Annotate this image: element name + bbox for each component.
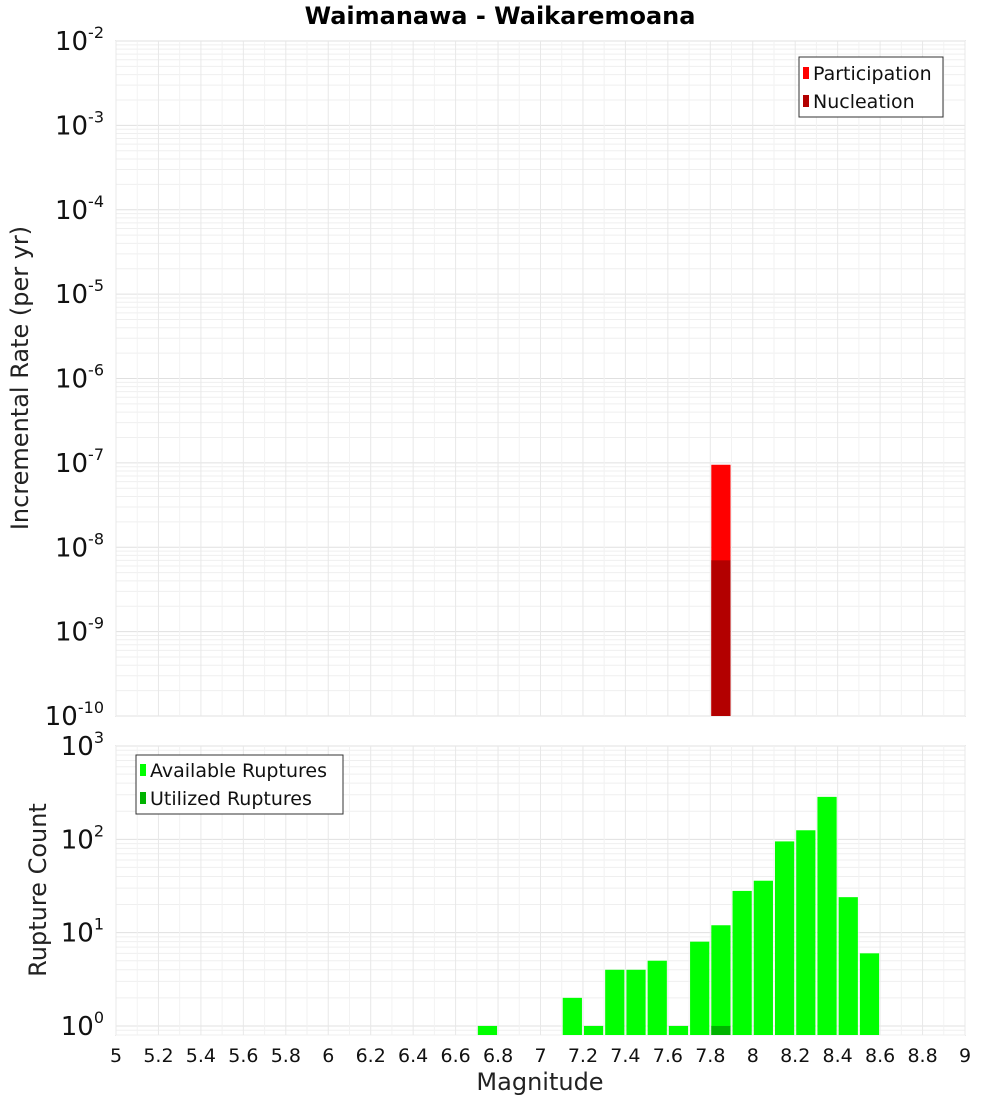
- count-bar-available-ruptures: [647, 960, 667, 1035]
- count-bar-available-ruptures: [668, 1025, 689, 1035]
- count-bar-available-ruptures: [753, 880, 773, 1035]
- x-tick-label: 8.4: [823, 1045, 853, 1067]
- count-legend-box: [135, 754, 344, 815]
- x-tick-label: 5: [110, 1045, 122, 1067]
- count-bar-available-ruptures: [562, 997, 582, 1035]
- x-tick-label: 6.6: [440, 1045, 470, 1067]
- rate-y-ticks: 10-2 10-3 10-4 10-5 10-6 10-7 10-8 10-9 10-10: [45, 23, 104, 732]
- legend-swatch-utilized: [140, 792, 146, 804]
- rate-y-tick-label: 10-2: [55, 23, 104, 57]
- legend-label-nucleation: Nucleation: [813, 91, 915, 113]
- count-y-tick-label: 100: [61, 1008, 104, 1042]
- count-bar-utilized-ruptures: [711, 1025, 731, 1035]
- rate-legend: Participation Nucleation: [798, 56, 944, 118]
- x-tick-label: 5.8: [271, 1045, 301, 1067]
- rate-bar-nucleation: [711, 560, 731, 716]
- rate-y-tick-label: 10-4: [55, 192, 104, 226]
- x-tick-label: 6.4: [398, 1045, 428, 1067]
- legend-swatch-available: [140, 764, 146, 776]
- x-tick-label: 8.6: [865, 1045, 895, 1067]
- legend-swatch-participation: [803, 67, 809, 79]
- count-bar-available-ruptures: [690, 941, 710, 1035]
- chart-title: Waimanawa - Waikaremoana: [305, 2, 696, 30]
- x-tick-label: 8.2: [780, 1045, 810, 1067]
- rate-panel: 10-2 10-3 10-4 10-5 10-6 10-7 10-8 10-9 10-10 In…: [6, 23, 966, 732]
- count-bar-available-ruptures: [774, 841, 795, 1035]
- rate-bars: [711, 464, 731, 716]
- count-bar-available-ruptures: [817, 796, 837, 1035]
- count-y-tick-label: 101: [61, 915, 104, 949]
- x-tick-label: 6.2: [356, 1045, 386, 1067]
- x-tick-label: 7.6: [653, 1045, 683, 1067]
- x-tick-label: 7.2: [568, 1045, 598, 1067]
- x-tick-label: 6: [322, 1045, 334, 1067]
- legend-label-utilized: Utilized Ruptures: [150, 788, 312, 810]
- legend-label-participation: Participation: [813, 63, 932, 85]
- count-bar-available-ruptures: [626, 969, 646, 1035]
- x-tick-label: 5.2: [143, 1045, 173, 1067]
- count-y-axis-label: Rupture Count: [24, 803, 52, 977]
- x-tick-label: 8: [747, 1045, 759, 1067]
- count-bar-available-ruptures: [796, 830, 816, 1035]
- rate-y-tick-label: 10-6: [55, 361, 104, 395]
- rate-vertical-grid: [115, 41, 966, 716]
- rate-y-axis-label: Incremental Rate (per yr): [6, 226, 34, 530]
- count-y-tick-label: 103: [61, 728, 104, 762]
- rate-y-tick-label: 10-10: [45, 698, 104, 732]
- count-y-ticks: 103 102 101 100: [61, 728, 104, 1042]
- count-bar-available-ruptures: [838, 897, 858, 1035]
- x-tick-label: 7.8: [695, 1045, 725, 1067]
- rate-y-tick-label: 10-8: [55, 529, 104, 563]
- count-vertical-grid: [115, 746, 966, 1035]
- rate-y-tick-label: 10-7: [55, 445, 104, 479]
- x-tick-labels: 5 5.2 5.4 5.6 5.8 6 6.2 6.4 6.6 6.8 7 7.2 7.4 7.6 7.8 8…: [110, 1045, 971, 1067]
- x-tick-label: 9: [959, 1045, 971, 1067]
- count-bar-available-ruptures: [711, 925, 731, 1035]
- x-tick-label: 7: [534, 1045, 546, 1067]
- x-tick-label: 5.4: [186, 1045, 216, 1067]
- count-y-tick-label: 102: [61, 821, 104, 855]
- rate-legend-box: [798, 56, 944, 118]
- count-bar-available-ruptures: [583, 1025, 604, 1035]
- legend-swatch-nucleation: [803, 95, 809, 107]
- rate-y-tick-label: 10-9: [55, 614, 104, 648]
- x-tick-label: 5.6: [228, 1045, 258, 1067]
- x-tick-label: 7.4: [610, 1045, 640, 1067]
- x-tick-label: 8.8: [907, 1045, 937, 1067]
- count-legend: Available Ruptures Utilized Ruptures: [135, 754, 344, 815]
- count-bar-available-ruptures: [859, 953, 880, 1035]
- legend-label-available: Available Ruptures: [150, 760, 327, 782]
- count-bar-available-ruptures: [732, 890, 752, 1035]
- count-bars: [477, 796, 880, 1035]
- rate-y-tick-label: 10-3: [55, 107, 104, 141]
- count-bar-available-ruptures: [605, 969, 625, 1035]
- x-axis-label: Magnitude: [476, 1068, 603, 1096]
- count-panel: 103 102 101 100 5 5.2 5.4 5.6 5.8 6 6.2 6.4 6.6 6.8 7…: [24, 728, 971, 1096]
- count-bar-available-ruptures: [477, 1025, 498, 1035]
- x-tick-label: 6.8: [483, 1045, 513, 1067]
- rate-y-tick-label: 10-5: [55, 276, 104, 310]
